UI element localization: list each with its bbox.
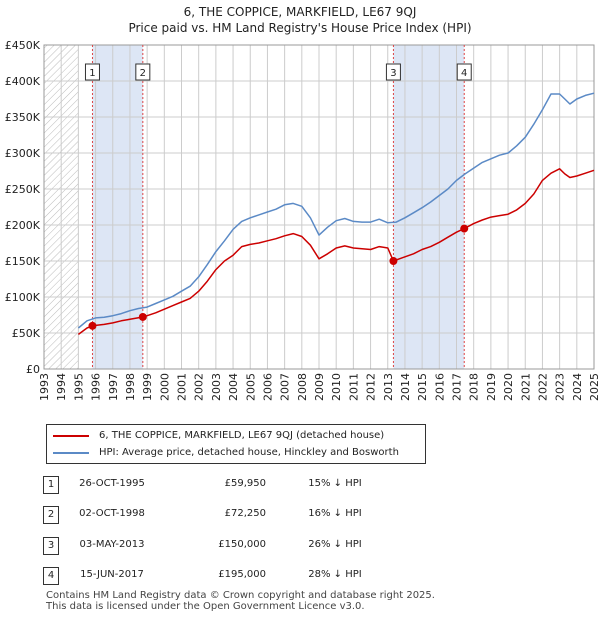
x-tick-label: 1994 bbox=[55, 373, 68, 401]
chart-subtitle: Price paid vs. HM Land Registry's House … bbox=[128, 21, 472, 35]
y-tick-label: £200K bbox=[5, 219, 41, 232]
sale-marker-label: 2 bbox=[140, 68, 146, 79]
x-tick-label: 2007 bbox=[279, 373, 292, 401]
x-tick-label: 2012 bbox=[365, 373, 378, 401]
x-tick-label: 2014 bbox=[399, 373, 412, 401]
y-tick-label: £150K bbox=[5, 255, 41, 268]
sale-point bbox=[138, 312, 147, 321]
sale-marker-box bbox=[456, 63, 472, 81]
x-tick-label: 2019 bbox=[485, 373, 498, 401]
table-row: 4 15-JUN-2017 £195,000 28% ↓ HPI bbox=[0, 567, 600, 587]
legend-label-hpi: HPI: Average price, detached house, Hinc… bbox=[99, 447, 399, 458]
sale-number: 1 bbox=[43, 476, 59, 494]
x-tick-label: 1996 bbox=[90, 373, 103, 401]
x-tick-label: 2010 bbox=[330, 373, 343, 401]
sale-marker-label: 3 bbox=[390, 68, 396, 79]
x-tick-label: 2020 bbox=[502, 373, 515, 401]
x-tick-label: 2005 bbox=[244, 373, 257, 401]
property-price-line bbox=[77, 168, 595, 336]
y-tick-label: £400K bbox=[5, 75, 41, 88]
x-tick-label: 2002 bbox=[193, 373, 206, 401]
sale-marker-box bbox=[84, 63, 100, 81]
y-tick-label: £350K bbox=[5, 111, 41, 124]
x-tick-label: 2003 bbox=[210, 373, 223, 401]
x-tick-label: 2022 bbox=[536, 373, 549, 401]
x-tick-label: 2006 bbox=[261, 373, 274, 401]
x-tick-label: 2011 bbox=[347, 373, 360, 401]
price-chart: £0 £50K £100K £150K £200K £250K £300K £350K £400… bbox=[5, 39, 600, 401]
chart-title: 6, THE COPPICE, MARKFIELD, LE67 9QJ bbox=[183, 5, 417, 19]
sale-number: 3 bbox=[43, 537, 59, 555]
footer-licence: This data is licensed under the Open Gov… bbox=[46, 601, 365, 612]
x-tick-label: 2000 bbox=[158, 373, 171, 401]
sale-marker-box bbox=[135, 63, 151, 81]
hpi-line bbox=[77, 92, 595, 329]
ownership-band bbox=[393, 45, 465, 369]
y-tick-label: £300K bbox=[5, 147, 41, 160]
sale-hpi-diff: 28% ↓ HPI bbox=[308, 569, 362, 580]
sale-point bbox=[389, 257, 398, 265]
y-tick-label: £250K bbox=[5, 183, 41, 196]
x-tick-label: 1997 bbox=[107, 373, 120, 401]
y-tick-label: £100K bbox=[5, 291, 41, 304]
x-tick-label: 1999 bbox=[141, 373, 154, 401]
x-tick-label: 2001 bbox=[176, 373, 189, 401]
x-tick-label: 1993 bbox=[38, 373, 51, 401]
x-tick-label: 1998 bbox=[124, 373, 137, 401]
legend-label-property: 6, THE COPPICE, MARKFIELD, LE67 9QJ (det… bbox=[99, 430, 385, 441]
sale-number: 4 bbox=[43, 567, 59, 585]
footer-copyright: Contains HM Land Registry data © Crown c… bbox=[46, 590, 435, 601]
sale-date: 26-OCT-1995 bbox=[79, 478, 145, 489]
y-tick-label: £0 bbox=[26, 363, 40, 376]
sale-date: 03-MAY-2013 bbox=[79, 539, 145, 550]
x-tick-label: 2013 bbox=[382, 373, 395, 401]
x-tick-label: 2009 bbox=[313, 373, 326, 401]
sale-price: £72,250 bbox=[224, 508, 266, 519]
sale-hpi-diff: 16% ↓ HPI bbox=[308, 508, 362, 519]
legend-swatch-property bbox=[53, 435, 89, 437]
x-tick-label: 2017 bbox=[451, 373, 464, 401]
plot-frame bbox=[43, 44, 595, 370]
sale-marker-label: 4 bbox=[461, 68, 467, 79]
y-tick-label: £450K bbox=[5, 39, 41, 52]
ownership-band bbox=[92, 45, 143, 369]
sale-hpi-diff: 26% ↓ HPI bbox=[308, 539, 362, 550]
x-tick-label: 2018 bbox=[468, 373, 481, 401]
sale-hpi-diff: 15% ↓ HPI bbox=[308, 478, 362, 489]
x-tick-label: 2015 bbox=[416, 373, 429, 401]
y-tick-label: £50K bbox=[12, 327, 41, 340]
sale-date: 15-JUN-2017 bbox=[80, 569, 144, 580]
x-tick-label: 1995 bbox=[72, 373, 85, 401]
x-tick-label: 2023 bbox=[554, 373, 567, 401]
footer: Contains HM Land Registry data © Crown c… bbox=[46, 590, 435, 612]
sale-point bbox=[88, 321, 97, 330]
x-tick-label: 2016 bbox=[433, 373, 446, 401]
sale-number: 2 bbox=[43, 506, 59, 524]
table-row: 3 03-MAY-2013 £150,000 26% ↓ HPI bbox=[0, 537, 600, 557]
sale-date: 02-OCT-1998 bbox=[79, 508, 145, 519]
sale-price: £195,000 bbox=[218, 569, 266, 580]
x-tick-label: 2025 bbox=[588, 373, 600, 401]
x-tick-label: 2004 bbox=[227, 373, 240, 401]
table-row: 2 02-OCT-1998 £72,250 16% ↓ HPI bbox=[0, 506, 600, 526]
x-tick-label: 2021 bbox=[519, 373, 532, 401]
sale-price: £59,950 bbox=[224, 478, 266, 489]
sale-point bbox=[460, 224, 469, 233]
legend: 6, THE COPPICE, MARKFIELD, LE67 9QJ (det… bbox=[46, 424, 426, 464]
sale-price: £150,000 bbox=[218, 539, 266, 550]
sale-marker-label: 1 bbox=[89, 68, 95, 79]
x-tick-label: 2008 bbox=[296, 373, 309, 401]
sale-marker-box bbox=[385, 63, 401, 81]
x-tick-label: 2024 bbox=[571, 373, 584, 401]
table-row: 1 26-OCT-1995 £59,950 15% ↓ HPI bbox=[0, 476, 600, 496]
legend-swatch-hpi bbox=[53, 452, 89, 454]
